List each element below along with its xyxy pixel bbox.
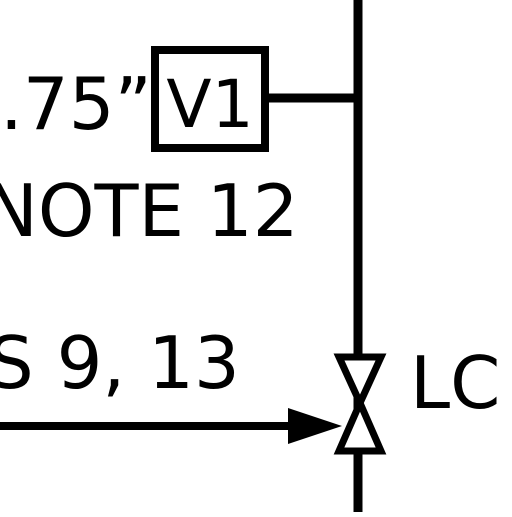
valve-tag-label: V1: [166, 66, 253, 143]
note-label: NOTE 12: [0, 169, 299, 253]
notes-reference-label: S 9, 13: [0, 321, 240, 405]
valve-lower-triangle: [333, 394, 387, 455]
valve-upper-triangle: [333, 353, 387, 412]
locked-closed-label: LC: [410, 341, 500, 425]
valve-tag-box: [151, 46, 269, 152]
pipe-size-label: .75”: [0, 62, 152, 146]
flow-arrowhead: [288, 408, 342, 444]
